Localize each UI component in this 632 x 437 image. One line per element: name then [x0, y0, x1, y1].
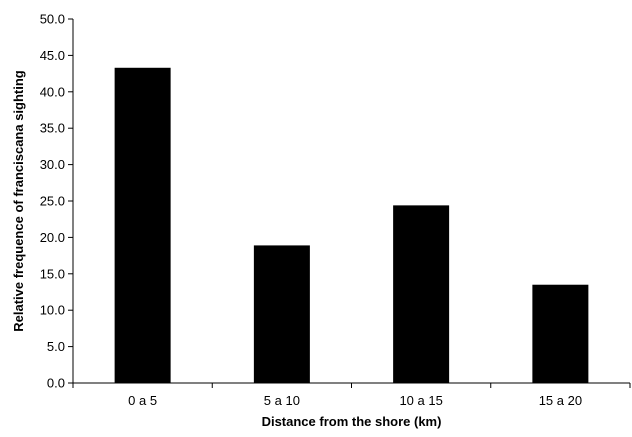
y-tick-label: 40.0	[40, 84, 65, 99]
y-tick-label: 20.0	[40, 230, 65, 245]
y-tick-label: 50.0	[40, 12, 65, 27]
y-tick-label: 25.0	[40, 194, 65, 209]
x-tick-label: 15 a 20	[539, 393, 582, 408]
y-tick-label: 35.0	[40, 121, 65, 136]
x-tick-label: 5 a 10	[264, 393, 300, 408]
x-tick-label: 0 a 5	[128, 393, 157, 408]
bar-4	[532, 284, 589, 383]
y-tick-label: 10.0	[40, 303, 65, 318]
x-tick-label: 10 a 15	[399, 393, 442, 408]
bars-group	[114, 67, 589, 383]
y-tick-label: 45.0	[40, 48, 65, 63]
bar-1	[114, 67, 171, 383]
y-axis-ticks: 0.0 5.0 10.0 15.0 20.0 25.0 30.0 35.0 40.0 45.0 50…	[40, 12, 73, 391]
y-axis-title: Relative frequence of franciscana sighti…	[11, 70, 26, 332]
y-tick-label: 30.0	[40, 157, 65, 172]
bar-3	[393, 205, 450, 383]
y-tick-label: 5.0	[47, 339, 65, 354]
y-tick-label: 15.0	[40, 266, 65, 281]
x-axis-ticks: 0 a 5 5 a 10 10 a 15 15 a 20	[72, 383, 631, 408]
y-tick-label: 0.0	[47, 376, 65, 391]
bar-2	[253, 245, 310, 383]
x-axis-title: Distance from the shore (km)	[262, 414, 442, 429]
